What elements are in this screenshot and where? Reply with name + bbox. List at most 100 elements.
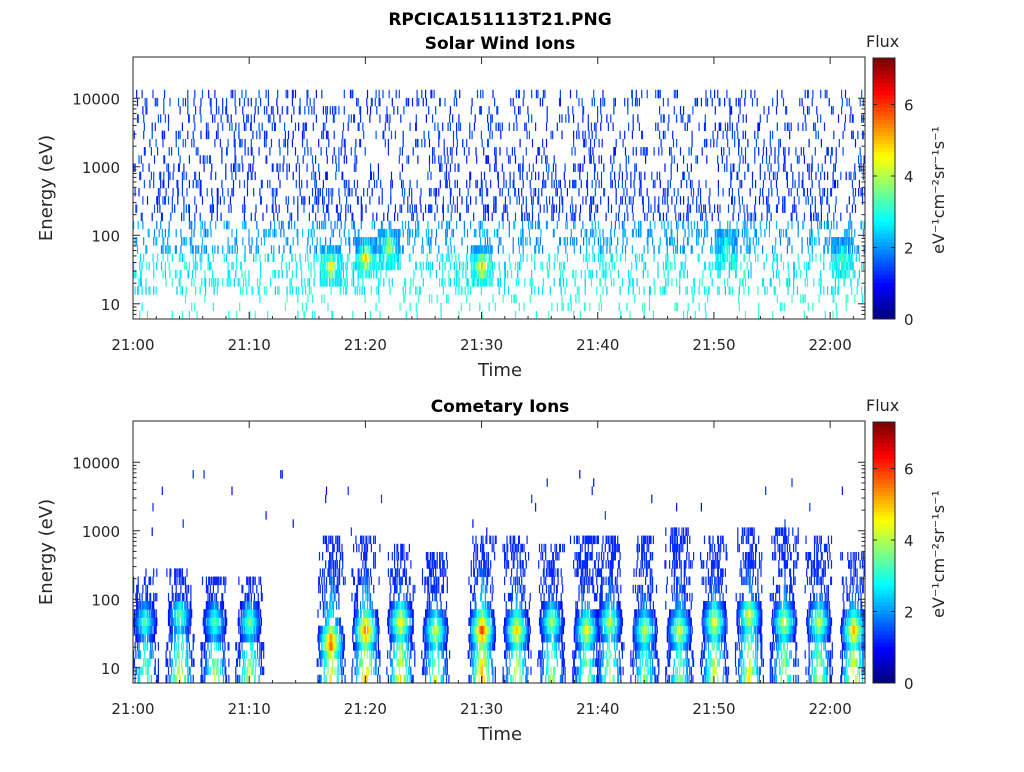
heatmap-cell (787, 278, 788, 287)
heatmap-cell (809, 139, 810, 148)
heatmap-cell (182, 172, 183, 181)
heatmap-cell (262, 123, 263, 132)
heatmap-cell (832, 286, 833, 295)
heatmap-cell (809, 254, 810, 263)
heatmap-cell (718, 163, 719, 172)
heatmap-cell (440, 163, 441, 172)
heatmap-cell (690, 204, 691, 213)
heatmap-cell (142, 221, 143, 230)
heatmap-cell (606, 286, 607, 295)
heatmap-cell (332, 311, 333, 320)
heatmap-cell (464, 221, 465, 230)
heatmap-cell (492, 90, 493, 99)
heatmap-cell (726, 163, 727, 172)
heatmap-cell (600, 98, 601, 107)
heatmap-cell (791, 188, 792, 197)
heatmap-cell (448, 270, 449, 279)
heatmap-cell (325, 237, 326, 246)
heatmap-cell (341, 254, 342, 263)
heatmap-cell (291, 213, 292, 222)
colorbar-swatch (873, 152, 895, 157)
heatmap-cell (835, 286, 836, 295)
heatmap-cell (448, 172, 449, 181)
heatmap-cell (589, 237, 590, 246)
heatmap-cell (134, 609, 135, 618)
heatmap-cell (542, 180, 543, 189)
heatmap-cell (191, 303, 192, 312)
heatmap-cell (487, 270, 488, 279)
heatmap-cell (229, 245, 230, 254)
heatmap-cell (163, 172, 164, 181)
heatmap-cell (260, 667, 261, 676)
heatmap-cell (188, 626, 189, 635)
heatmap-cell (231, 262, 232, 271)
heatmap-cell (217, 213, 218, 222)
heatmap-cell (537, 90, 538, 99)
cometary-heatmap (133, 470, 865, 683)
heatmap-cell (178, 642, 179, 651)
heatmap-cell (269, 147, 270, 156)
heatmap-cell (458, 123, 459, 132)
heatmap-cell (137, 98, 138, 107)
heatmap-cell (336, 163, 337, 172)
heatmap-cell (559, 114, 560, 123)
heatmap-cell (181, 658, 182, 667)
heatmap-cell (481, 106, 482, 115)
heatmap-cell (634, 188, 635, 197)
heatmap-cell (668, 278, 669, 287)
colorbar-tick-label: 2 (904, 239, 914, 257)
heatmap-cell (506, 204, 507, 213)
heatmap-cell (154, 634, 155, 643)
heatmap-cell (189, 262, 190, 271)
heatmap-cell (237, 245, 238, 254)
heatmap-cell (183, 593, 184, 602)
heatmap-cell (831, 188, 832, 197)
heatmap-cell (470, 196, 471, 205)
heatmap-cell (351, 147, 352, 156)
heatmap-cell (164, 155, 165, 164)
heatmap-cell (262, 593, 263, 602)
heatmap-cell (349, 245, 350, 254)
colorbar-tick-label: 6 (904, 96, 914, 114)
heatmap-cell (522, 172, 523, 181)
heatmap-cell (688, 303, 689, 312)
heatmap-cell (137, 642, 138, 651)
heatmap-cell (355, 163, 356, 172)
heatmap-cell (590, 147, 591, 156)
heatmap-cell (788, 270, 789, 279)
heatmap-cell (575, 163, 576, 172)
heatmap-cell (251, 593, 252, 602)
heatmap-cell (573, 114, 574, 123)
heatmap-cell (402, 163, 403, 172)
heatmap-cell (704, 139, 705, 148)
heatmap-cell (705, 90, 706, 99)
heatmap-cell (201, 278, 202, 287)
colorbar-swatch (873, 258, 895, 263)
heatmap-cell (151, 147, 152, 156)
heatmap-cell (413, 245, 414, 254)
heatmap-cell (187, 90, 188, 99)
heatmap-cell (168, 172, 169, 181)
heatmap-cell (683, 106, 684, 115)
heatmap-cell (633, 213, 634, 222)
heatmap-cell (180, 229, 181, 238)
heatmap-cell (364, 262, 365, 271)
heatmap-cell (526, 204, 527, 213)
heatmap-cell (356, 155, 357, 164)
heatmap-cell (391, 131, 392, 140)
heatmap-cell (378, 163, 379, 172)
heatmap-cell (630, 196, 631, 205)
heatmap-cell (273, 114, 274, 123)
heatmap-cell (205, 229, 206, 238)
heatmap-cell (236, 311, 237, 320)
heatmap-cell (651, 229, 652, 238)
colorbar-swatch (873, 193, 895, 198)
heatmap-cell (595, 188, 596, 197)
heatmap-cell (740, 98, 741, 107)
colorbar-swatch (873, 180, 895, 185)
heatmap-cell (507, 270, 508, 279)
heatmap-cell (324, 196, 325, 205)
heatmap-cell (145, 609, 146, 618)
heatmap-cell (334, 262, 335, 271)
colorbar-swatch (873, 164, 895, 169)
